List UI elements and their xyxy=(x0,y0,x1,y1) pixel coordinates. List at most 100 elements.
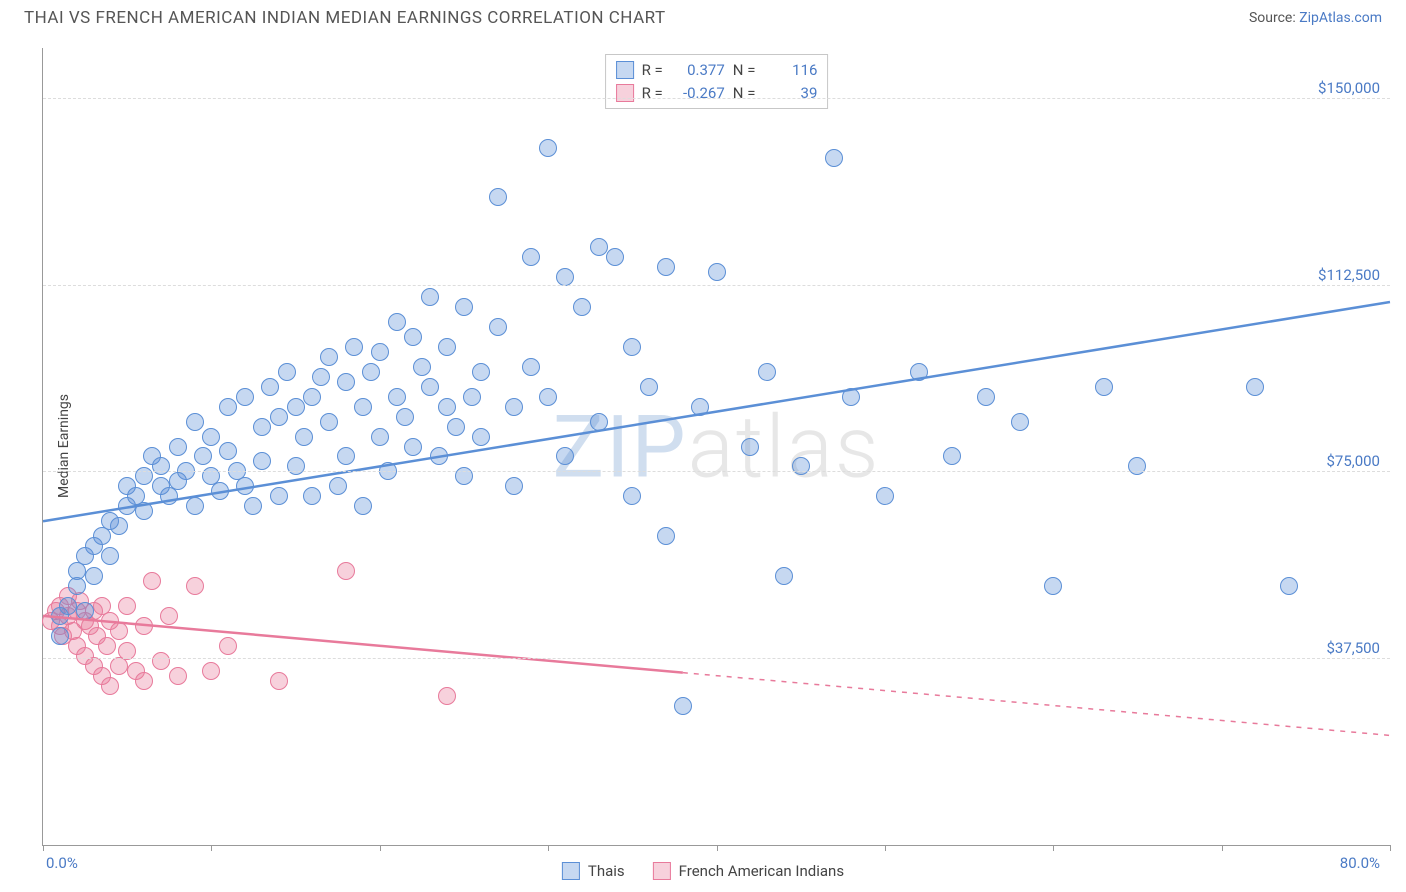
chart-title: THAI VS FRENCH AMERICAN INDIAN MEDIAN EA… xyxy=(24,8,666,28)
data-point xyxy=(421,288,439,306)
data-point xyxy=(152,457,170,475)
swatch-french xyxy=(616,84,634,102)
n-value-french: 39 xyxy=(763,82,817,105)
data-point xyxy=(118,597,136,615)
chart-header: THAI VS FRENCH AMERICAN INDIAN MEDIAN EA… xyxy=(0,0,1406,28)
data-point xyxy=(590,413,608,431)
data-point xyxy=(371,343,389,361)
x-tick xyxy=(211,845,212,851)
data-point xyxy=(135,672,153,690)
data-point xyxy=(522,358,540,376)
data-point xyxy=(51,627,69,645)
data-point xyxy=(910,363,928,381)
data-point xyxy=(489,318,507,336)
data-point xyxy=(337,373,355,391)
data-point xyxy=(320,413,338,431)
series-legend: Thais French American Indians xyxy=(562,862,844,880)
data-point xyxy=(371,428,389,446)
data-point xyxy=(186,497,204,515)
data-point xyxy=(236,388,254,406)
data-point xyxy=(98,637,116,655)
legend-item-thai: Thais xyxy=(562,862,625,880)
data-point xyxy=(354,497,372,515)
scatter-plot xyxy=(43,48,1390,845)
x-tick xyxy=(1222,845,1223,851)
data-point xyxy=(489,188,507,206)
data-point xyxy=(388,313,406,331)
r-value-thai: 0.377 xyxy=(671,59,725,82)
x-tick xyxy=(380,845,381,851)
r-label: R = xyxy=(642,59,663,82)
data-point xyxy=(1095,378,1113,396)
source-link[interactable]: ZipAtlas.com xyxy=(1299,10,1382,26)
data-point xyxy=(354,398,372,416)
data-point xyxy=(76,602,94,620)
source-attribution: Source: ZipAtlas.com xyxy=(1249,10,1382,26)
data-point xyxy=(202,428,220,446)
data-point xyxy=(447,418,465,436)
data-point xyxy=(438,398,456,416)
data-point xyxy=(421,378,439,396)
data-point xyxy=(202,662,220,680)
data-point xyxy=(455,467,473,485)
data-point xyxy=(59,597,77,615)
data-point xyxy=(556,447,574,465)
data-point xyxy=(472,428,490,446)
data-point xyxy=(270,672,288,690)
data-point xyxy=(825,149,843,167)
data-point xyxy=(573,298,591,316)
data-point xyxy=(623,487,641,505)
data-point xyxy=(169,667,187,685)
data-point xyxy=(674,697,692,715)
data-point xyxy=(152,652,170,670)
n-value-thai: 116 xyxy=(763,59,817,82)
data-point xyxy=(505,477,523,495)
data-point xyxy=(211,482,229,500)
data-point xyxy=(691,398,709,416)
data-point xyxy=(708,263,726,281)
data-point xyxy=(943,447,961,465)
data-point xyxy=(657,258,675,276)
correlation-legend: R = 0.377 N = 116 R = -0.267 N = 39 xyxy=(605,54,829,109)
data-point xyxy=(758,363,776,381)
data-point xyxy=(110,517,128,535)
data-point xyxy=(640,378,658,396)
data-point xyxy=(539,139,557,157)
chart-area: ZIPatlas R = 0.377 N = 116 R = -0.267 N … xyxy=(42,48,1390,846)
grid-line xyxy=(43,98,1390,99)
n-label: N = xyxy=(733,82,756,105)
data-point xyxy=(876,487,894,505)
data-point xyxy=(792,457,810,475)
data-point xyxy=(505,398,523,416)
data-point xyxy=(455,298,473,316)
data-point xyxy=(278,363,296,381)
y-tick-label: $37,500 xyxy=(1326,639,1380,657)
data-point xyxy=(472,363,490,381)
data-point xyxy=(303,388,321,406)
legend-row-thai: R = 0.377 N = 116 xyxy=(616,59,818,82)
data-point xyxy=(135,617,153,635)
legend-label-french: French American Indians xyxy=(679,862,844,880)
data-point xyxy=(186,577,204,595)
data-point xyxy=(143,572,161,590)
x-tick xyxy=(43,845,44,851)
data-point xyxy=(219,442,237,460)
swatch-french xyxy=(653,862,671,880)
data-point xyxy=(590,238,608,256)
source-prefix: Source: xyxy=(1249,10,1299,26)
data-point xyxy=(261,378,279,396)
data-point xyxy=(463,388,481,406)
data-point xyxy=(438,338,456,356)
x-tick xyxy=(548,845,549,851)
data-point xyxy=(287,398,305,416)
y-tick-label: $150,000 xyxy=(1318,79,1380,97)
data-point xyxy=(623,338,641,356)
data-point xyxy=(556,268,574,286)
grid-line xyxy=(43,285,1390,286)
x-axis-min-label: 0.0% xyxy=(46,854,78,872)
data-point xyxy=(85,567,103,585)
data-point xyxy=(1128,457,1146,475)
x-axis-max-label: 80.0% xyxy=(1340,854,1380,872)
data-point xyxy=(186,413,204,431)
data-point xyxy=(244,497,262,515)
